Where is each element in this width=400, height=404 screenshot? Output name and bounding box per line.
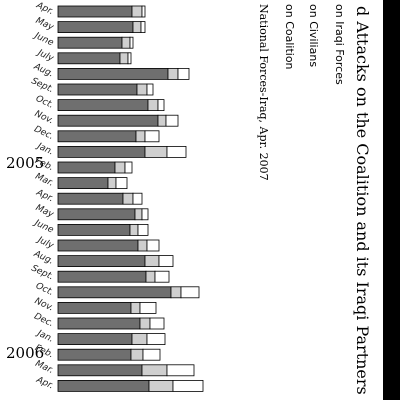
bar-coalition-21 [146,333,166,346]
month-label-24: Apr. [34,375,55,392]
bar-coalition-11 [115,177,128,190]
month-label-11: Mar. [33,172,54,189]
bar-coalition-3 [127,52,132,65]
bar-civilians-14 [129,223,139,236]
bar-civilians-2 [121,36,131,49]
bar-civilians-4 [167,68,179,80]
bar-iraqi-forces-2 [57,36,123,49]
bar-coalition-2 [129,36,134,49]
bar-coalition-22 [142,348,161,361]
bar-iraqi-forces-4 [57,68,169,80]
bar-civilians-16 [144,255,160,268]
bar-coalition-1 [140,21,146,34]
bar-iraqi-forces-1 [57,21,134,34]
bar-iraqi-forces-24 [57,379,150,392]
source-note: National Forces-Iraq, Apr. 2007 [257,4,270,181]
legend-item-iraqi-forces: on Iraqi Forces [333,4,346,85]
bar-iraqi-forces-7 [57,114,159,127]
bar-iraqi-forces-19 [57,301,132,314]
bar-civilians-13 [134,208,143,221]
bar-iraqi-forces-12 [57,192,124,205]
month-label-0: Apr. [34,0,55,17]
bar-iraqi-forces-17 [57,270,147,283]
month-label-8: Dec. [32,124,55,142]
bar-coalition-13 [141,208,149,221]
bar-coalition-10 [124,161,133,174]
bar-coalition-19 [139,301,157,314]
bar-civilians-10 [114,161,126,174]
bar-coalition-7 [165,114,179,127]
bar-civilians-18 [170,286,182,299]
legend-item-civilians: on Civilians [307,4,320,68]
bar-iraqi-forces-22 [57,348,132,361]
bar-civilians-8 [135,130,146,143]
legend-item-coalition: on Coalition [283,4,296,70]
bar-iraqi-forces-16 [57,255,146,268]
bars-group [57,5,204,392]
month-labels-group: Apr.MayJuneJulyAug.Sept.Oct.Nov.Dec.Jan.… [30,0,56,391]
bar-coalition-9 [166,145,187,158]
month-label-5: Sept. [30,76,55,95]
month-label-17: Sept. [30,263,55,282]
bar-coalition-14 [137,223,149,236]
bar-iraqi-forces-11 [57,177,109,190]
bar-coalition-20 [149,317,165,330]
bar-civilians-15 [137,239,148,252]
year-label-2005: 2005 [6,154,45,172]
month-label-14: June [31,217,55,235]
bar-civilians-21 [131,333,148,346]
bar-iraqi-forces-18 [57,286,172,299]
bar-civilians-23 [141,364,168,377]
bar-coalition-12 [132,192,143,205]
bar-iraqi-forces-10 [57,161,116,174]
bar-iraqi-forces-14 [57,223,131,236]
bar-civilians-5 [136,83,148,96]
bar-civilians-19 [130,301,141,314]
month-label-12: Apr. [34,187,55,204]
bar-coalition-8 [144,130,160,143]
bar-iraqi-forces-6 [57,99,149,111]
bar-coalition-4 [177,68,190,80]
bar-iraqi-forces-9 [57,145,146,158]
bar-civilians-12 [122,192,134,205]
bar-coalition-17 [154,270,170,283]
bar-coalition-5 [146,83,154,96]
month-label-20: Dec. [32,312,55,330]
year-label-2006: 2006 [6,344,45,362]
bar-coalition-15 [146,239,160,252]
bar-civilians-1 [132,21,142,34]
bar-iraqi-forces-3 [57,52,121,65]
bar-coalition-18 [180,286,200,299]
bar-iraqi-forces-23 [57,364,143,377]
bar-civilians-3 [119,52,129,65]
bar-coalition-6 [157,99,165,111]
bar-civilians-11 [107,177,117,190]
bar-civilians-24 [148,379,174,392]
bar-civilians-0 [131,5,143,18]
bar-iraqi-forces-21 [57,333,133,346]
bar-coalition-24 [172,379,204,392]
month-label-2: June [31,30,55,48]
bar-civilians-9 [144,145,168,158]
bar-iraqi-forces-15 [57,239,139,252]
bar-iraqi-forces-5 [57,83,138,96]
bar-iraqi-forces-13 [57,208,136,221]
bar-civilians-22 [130,348,144,361]
bar-iraqi-forces-8 [57,130,137,143]
chart-title: d Attacks on the Coalition and its Iraqi… [353,6,372,395]
bar-coalition-16 [158,255,174,268]
bar-iraqi-forces-20 [57,317,141,330]
bar-coalition-23 [166,364,195,377]
bar-coalition-0 [141,5,146,18]
title-band [383,0,400,400]
bar-civilians-20 [139,317,151,330]
bar-civilians-17 [145,270,156,283]
bar-civilians-7 [157,114,167,127]
bar-iraqi-forces-0 [57,5,133,18]
bar-civilians-6 [147,99,159,111]
